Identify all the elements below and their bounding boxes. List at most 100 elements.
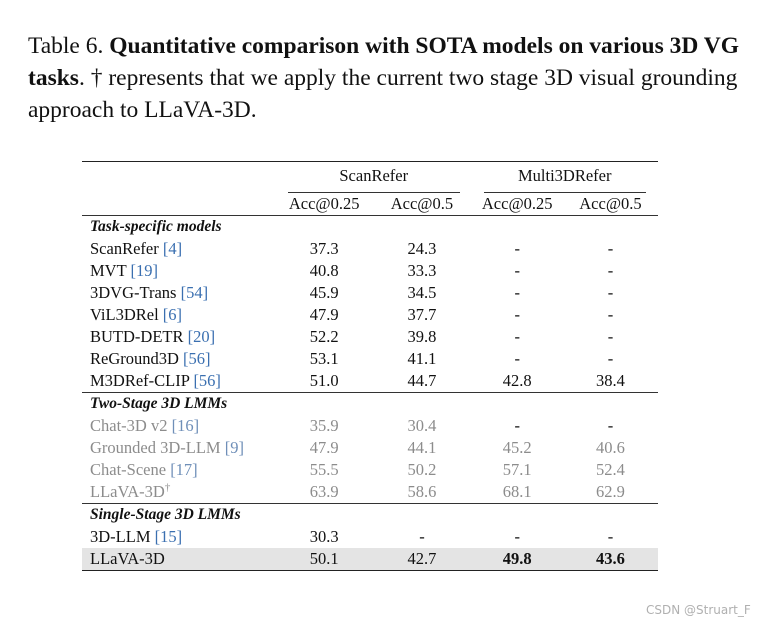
table-row: ScanRefer [4] 37.3 24.3 - - [82, 238, 658, 260]
value-cell: - [514, 327, 520, 346]
citation-link[interactable]: [16] [171, 416, 200, 435]
section-title: Task-specific models [82, 215, 658, 238]
value-cell: 52.2 [309, 327, 339, 346]
table-row: 3DVG-Trans [54] 45.9 34.5 - - [82, 282, 658, 304]
value-cell: 24.3 [407, 239, 437, 258]
results-table: ScanRefer Multi3DRefer Acc@0.25 Acc@0.5 … [82, 161, 658, 571]
column-header: Acc@0.5 [579, 194, 642, 213]
value-cell: 30.4 [407, 416, 437, 435]
value-cell: - [607, 261, 614, 280]
value-cell: 44.7 [407, 371, 437, 390]
group-header-multi3drefer: Multi3DRefer [471, 161, 658, 193]
value-cell: - [419, 527, 425, 546]
group-header-scanrefer: ScanRefer [275, 161, 472, 193]
table-row: ReGround3D [56] 53.1 41.1 - - [82, 348, 658, 370]
value-cell: - [607, 327, 614, 346]
value-cell: 40.6 [596, 438, 625, 457]
table-caption: Table 6. Quantitative comparison with SO… [28, 30, 743, 126]
value-cell: - [514, 283, 520, 302]
citation-link[interactable]: [9] [224, 438, 244, 457]
citation-link[interactable]: [20] [187, 327, 216, 346]
value-cell: - [514, 416, 520, 435]
value-cell: 45.2 [502, 438, 532, 457]
value-cell: - [514, 261, 520, 280]
model-name-cell: ViL3DRel [6] [82, 304, 276, 326]
value-cell: - [514, 349, 520, 368]
value-cell: - [607, 305, 614, 324]
citation-link[interactable]: [6] [162, 305, 183, 324]
table-row: Chat-Scene [17] 55.5 50.2 57.1 52.4 [82, 459, 658, 481]
model-name-cell: Grounded 3D-LLM [9] [82, 437, 276, 459]
model-name: Grounded 3D-LLM [90, 438, 225, 457]
table-row: ViL3DRel [6] 47.9 37.7 - - [82, 304, 658, 326]
value-cell: 52.4 [596, 460, 625, 479]
section-header-row: Two-Stage 3D LMMs [82, 392, 658, 415]
table-row: MVT [19] 40.8 33.3 - - [82, 260, 658, 282]
value-cell: 42.7 [372, 548, 472, 571]
citation-link[interactable]: [56] [183, 349, 211, 368]
model-name-cell: Chat-3D v2 [16] [82, 415, 276, 437]
value-cell: - [607, 239, 614, 258]
value-cell: 42.8 [502, 371, 532, 390]
model-name: ReGround3D [90, 349, 184, 368]
caption-prefix: Table 6. [28, 33, 104, 59]
group-header-scanrefer-label: ScanRefer [287, 162, 460, 193]
value-cell: - [607, 416, 614, 435]
group-header-row: ScanRefer Multi3DRefer [82, 161, 658, 193]
value-cell: 62.9 [596, 482, 625, 501]
value-cell: - [514, 239, 520, 258]
column-header: Acc@0.25 [481, 194, 553, 213]
value-cell: 44.1 [407, 438, 437, 457]
value-cell: - [607, 349, 614, 368]
table-row: Chat-3D v2 [16] 35.9 30.4 - - [82, 415, 658, 437]
section-title: Single-Stage 3D LMMs [82, 503, 658, 526]
table-row: BUTD-DETR [20] 52.2 39.8 - - [82, 326, 658, 348]
group-header-multi3drefer-label: Multi3DRefer [483, 162, 646, 193]
value-cell: 50.1 [275, 548, 373, 571]
model-name: LLaVA-3D [90, 482, 165, 501]
citation-link[interactable]: [4] [162, 239, 183, 258]
citation-link[interactable]: [54] [180, 283, 209, 302]
model-name: 3DVG-Trans [90, 283, 181, 302]
value-cell-best: 49.8 [471, 548, 563, 571]
model-name-cell: MVT [19] [82, 260, 276, 282]
citation-link[interactable]: [19] [130, 261, 159, 280]
value-cell: 41.1 [407, 349, 437, 368]
model-name: ViL3DRel [90, 305, 163, 324]
model-name-cell: LLaVA-3D [82, 548, 276, 571]
value-cell: 63.9 [309, 482, 339, 501]
model-name: Chat-3D v2 [90, 416, 172, 435]
value-cell: 47.9 [309, 305, 339, 324]
empty-header-cell [82, 161, 276, 193]
column-header: Acc@0.5 [390, 194, 454, 213]
model-name: MVT [90, 261, 131, 280]
citation-link[interactable]: [15] [154, 527, 183, 546]
column-header-row: Acc@0.25 Acc@0.5 Acc@0.25 Acc@0.5 [82, 193, 658, 216]
citation-link[interactable]: [17] [170, 460, 198, 479]
model-name: ScanRefer [90, 239, 163, 258]
table-row: M3DRef-CLIP [56] 51.0 44.7 42.8 38.4 [82, 370, 658, 393]
value-cell: 39.8 [407, 327, 437, 346]
model-name: LLaVA-3D [90, 549, 165, 568]
value-cell: 38.4 [596, 371, 625, 390]
table-row: 3D-LLM [15] 30.3 - - - [82, 526, 658, 548]
value-cell: 45.9 [309, 283, 339, 302]
value-cell: - [607, 527, 614, 546]
value-cell: 50.2 [407, 460, 437, 479]
value-cell: 57.1 [502, 460, 532, 479]
model-name-cell: 3D-LLM [15] [82, 526, 276, 548]
value-cell: 53.1 [309, 349, 339, 368]
model-name: M3DRef-CLIP [90, 371, 194, 390]
column-header: Acc@0.25 [288, 194, 360, 213]
citation-link[interactable]: [56] [193, 371, 221, 390]
model-name-cell: BUTD-DETR [20] [82, 326, 276, 348]
caption-bold-title: Quantitative comparison with SOTA models… [28, 33, 740, 91]
value-cell: 33.3 [407, 261, 437, 280]
section-header-row: Task-specific models [82, 215, 658, 238]
section-title: Two-Stage 3D LMMs [82, 392, 658, 415]
value-cell: 58.6 [407, 482, 437, 501]
model-name-cell: ReGround3D [56] [82, 348, 276, 370]
model-name-cell: 3DVG-Trans [54] [82, 282, 276, 304]
watermark: CSDN @Struart_F [646, 603, 751, 617]
model-name-cell: ScanRefer [4] [82, 238, 276, 260]
